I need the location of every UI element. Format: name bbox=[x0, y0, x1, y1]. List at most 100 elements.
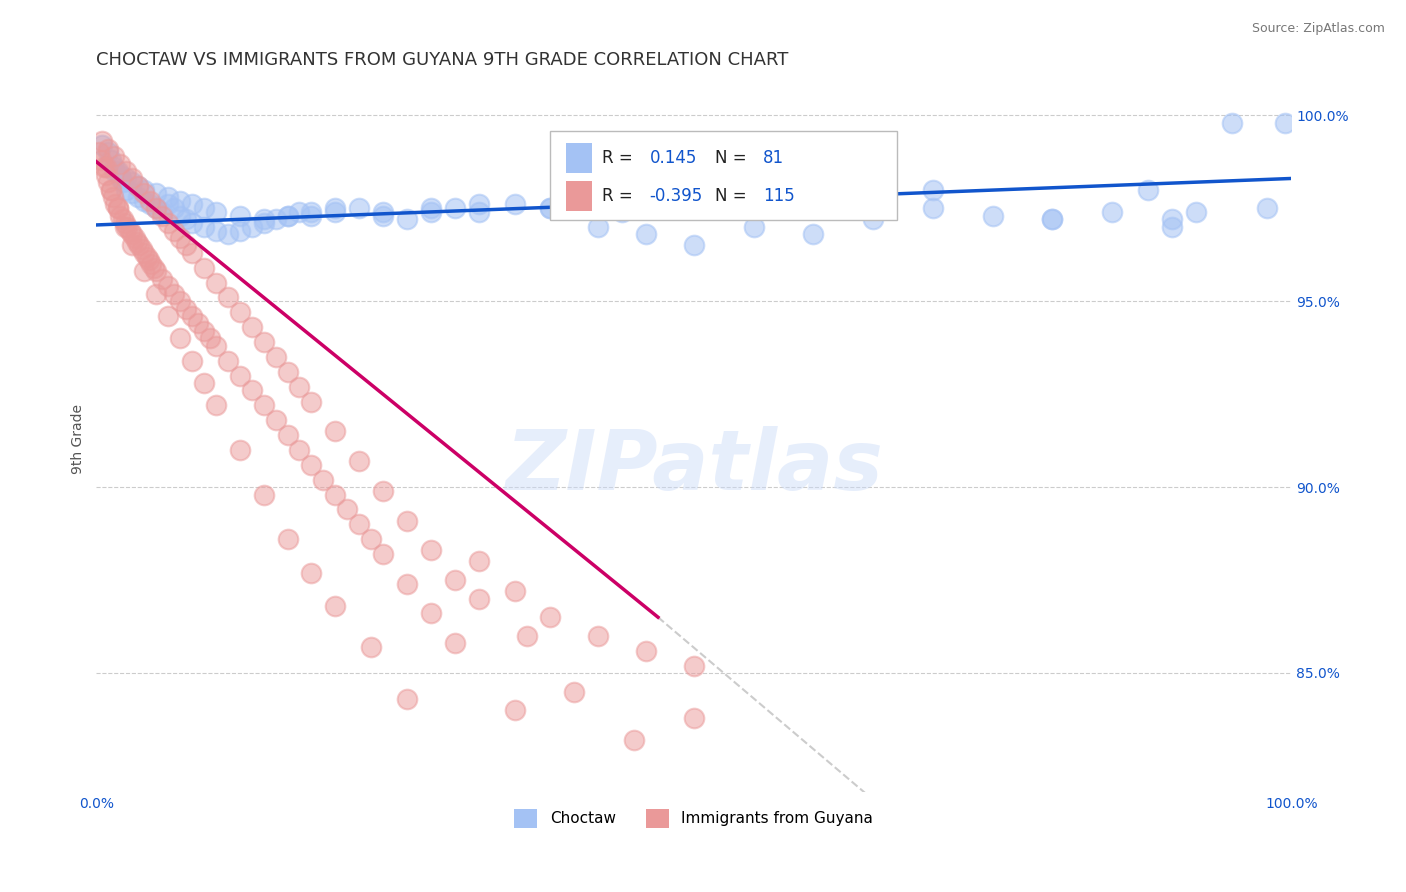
Point bbox=[420, 607, 443, 621]
Point bbox=[193, 201, 215, 215]
Point bbox=[288, 442, 311, 457]
Point bbox=[682, 710, 704, 724]
Point bbox=[107, 164, 129, 178]
Point bbox=[103, 164, 125, 178]
Point bbox=[174, 301, 197, 316]
Point bbox=[142, 260, 165, 275]
Point bbox=[264, 350, 287, 364]
Point bbox=[217, 353, 239, 368]
Point bbox=[121, 227, 143, 242]
Y-axis label: 9th Grade: 9th Grade bbox=[72, 404, 86, 474]
Point bbox=[181, 309, 204, 323]
Point bbox=[134, 245, 156, 260]
Point bbox=[163, 286, 186, 301]
Point bbox=[862, 212, 884, 227]
Point bbox=[288, 380, 311, 394]
Point bbox=[121, 238, 143, 252]
Point bbox=[396, 692, 419, 706]
Point bbox=[538, 201, 561, 215]
Text: R =: R = bbox=[602, 149, 638, 167]
Point bbox=[115, 183, 138, 197]
Point bbox=[444, 636, 467, 650]
Point bbox=[121, 175, 143, 189]
Point bbox=[134, 194, 156, 208]
Point bbox=[181, 245, 204, 260]
Point bbox=[131, 242, 153, 256]
Point bbox=[91, 134, 114, 148]
Point bbox=[87, 145, 110, 160]
Point bbox=[94, 161, 117, 175]
Point bbox=[157, 190, 180, 204]
Point bbox=[90, 153, 112, 167]
Point bbox=[610, 205, 633, 219]
Point bbox=[503, 584, 526, 599]
Point bbox=[325, 599, 347, 613]
Point bbox=[277, 365, 299, 379]
Point bbox=[163, 201, 186, 215]
Point bbox=[150, 272, 173, 286]
Text: Source: ZipAtlas.com: Source: ZipAtlas.com bbox=[1251, 22, 1385, 36]
Point bbox=[117, 219, 139, 234]
Point bbox=[134, 186, 156, 201]
Point bbox=[301, 394, 323, 409]
Text: CHOCTAW VS IMMIGRANTS FROM GUYANA 9TH GRADE CORRELATION CHART: CHOCTAW VS IMMIGRANTS FROM GUYANA 9TH GR… bbox=[97, 51, 789, 69]
Point bbox=[229, 368, 252, 383]
Point bbox=[396, 514, 419, 528]
Point bbox=[634, 643, 657, 657]
Point bbox=[114, 219, 136, 234]
Point bbox=[103, 149, 125, 163]
Point bbox=[360, 640, 382, 654]
Point bbox=[97, 175, 120, 189]
Point bbox=[373, 205, 395, 219]
Point bbox=[1160, 219, 1182, 234]
Point bbox=[444, 573, 467, 587]
Point bbox=[240, 320, 263, 334]
Point bbox=[138, 253, 160, 268]
Point bbox=[301, 209, 323, 223]
Point bbox=[1220, 116, 1243, 130]
Point bbox=[538, 610, 561, 624]
Point bbox=[145, 286, 167, 301]
Point bbox=[217, 290, 239, 304]
Text: N =: N = bbox=[716, 187, 752, 205]
Point bbox=[157, 216, 180, 230]
Bar bbox=[567, 181, 592, 211]
Point bbox=[468, 197, 491, 211]
Point bbox=[682, 238, 704, 252]
Point bbox=[127, 190, 149, 204]
Point bbox=[145, 201, 167, 215]
Point bbox=[682, 197, 704, 211]
Point bbox=[277, 209, 299, 223]
Point bbox=[110, 171, 132, 186]
Point bbox=[420, 543, 443, 558]
Point bbox=[193, 324, 215, 338]
Point bbox=[1136, 183, 1159, 197]
Point bbox=[349, 517, 371, 532]
Point bbox=[277, 428, 299, 442]
Point bbox=[181, 353, 204, 368]
Point bbox=[141, 257, 163, 271]
Point bbox=[468, 205, 491, 219]
Point bbox=[217, 227, 239, 242]
Point bbox=[145, 201, 167, 215]
Point bbox=[1040, 212, 1063, 227]
Point bbox=[101, 190, 124, 204]
Point bbox=[1256, 201, 1278, 215]
Text: R =: R = bbox=[602, 187, 638, 205]
Point bbox=[93, 161, 115, 175]
Point bbox=[169, 331, 191, 345]
Point bbox=[801, 190, 824, 204]
Point bbox=[187, 317, 209, 331]
Point bbox=[135, 250, 157, 264]
Point bbox=[360, 532, 382, 546]
Point bbox=[373, 209, 395, 223]
Point bbox=[288, 205, 311, 219]
Point bbox=[193, 376, 215, 390]
Point bbox=[125, 235, 148, 249]
Point bbox=[134, 264, 156, 278]
Point bbox=[253, 487, 276, 501]
Point bbox=[325, 205, 347, 219]
Legend: Choctaw, Immigrants from Guyana: Choctaw, Immigrants from Guyana bbox=[509, 803, 879, 834]
Point bbox=[444, 201, 467, 215]
Point bbox=[468, 591, 491, 606]
